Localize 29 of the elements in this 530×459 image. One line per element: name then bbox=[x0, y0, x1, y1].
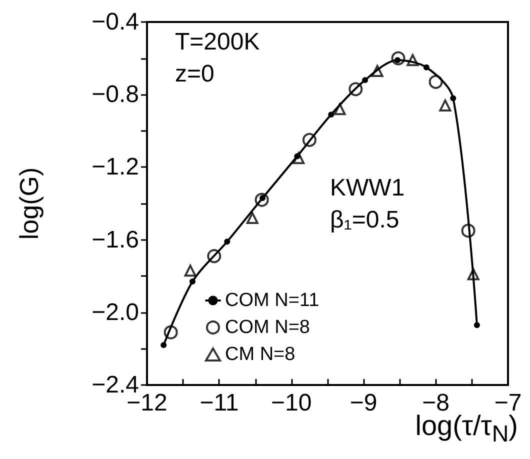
point bbox=[474, 322, 480, 328]
y-tick-label: −0.4 bbox=[92, 8, 139, 36]
x-tick-label: −10 bbox=[271, 390, 312, 416]
legend-label: COM N=11 bbox=[225, 290, 320, 311]
annotation: z=0 bbox=[175, 60, 214, 88]
point bbox=[362, 77, 368, 84]
point bbox=[428, 74, 443, 89]
legend-label: COM N=8 bbox=[225, 317, 310, 338]
x-tick-label: −11 bbox=[200, 390, 239, 416]
point bbox=[423, 64, 430, 70]
point bbox=[189, 278, 196, 285]
y-axis-title: log(G) bbox=[14, 167, 44, 240]
annotation: β₁=0.5 bbox=[330, 206, 400, 234]
point bbox=[328, 112, 334, 118]
point bbox=[246, 212, 258, 224]
point bbox=[160, 342, 167, 348]
y-tick-label: −2.4 bbox=[92, 372, 139, 398]
point bbox=[224, 238, 230, 245]
point bbox=[450, 95, 456, 102]
point bbox=[439, 99, 452, 112]
annotation: T=200K bbox=[175, 28, 260, 56]
annotation: KWW1 bbox=[330, 174, 405, 202]
y-tick-label: −0.8 bbox=[92, 81, 139, 108]
y-tick-label: −2.0 bbox=[92, 298, 139, 326]
legend-label: CM N=8 bbox=[225, 344, 296, 365]
y-tick-label: −1.2 bbox=[92, 154, 139, 181]
point bbox=[184, 264, 196, 277]
x-tick-label: −9 bbox=[350, 390, 378, 416]
y-tick-label: −1.6 bbox=[92, 226, 139, 254]
